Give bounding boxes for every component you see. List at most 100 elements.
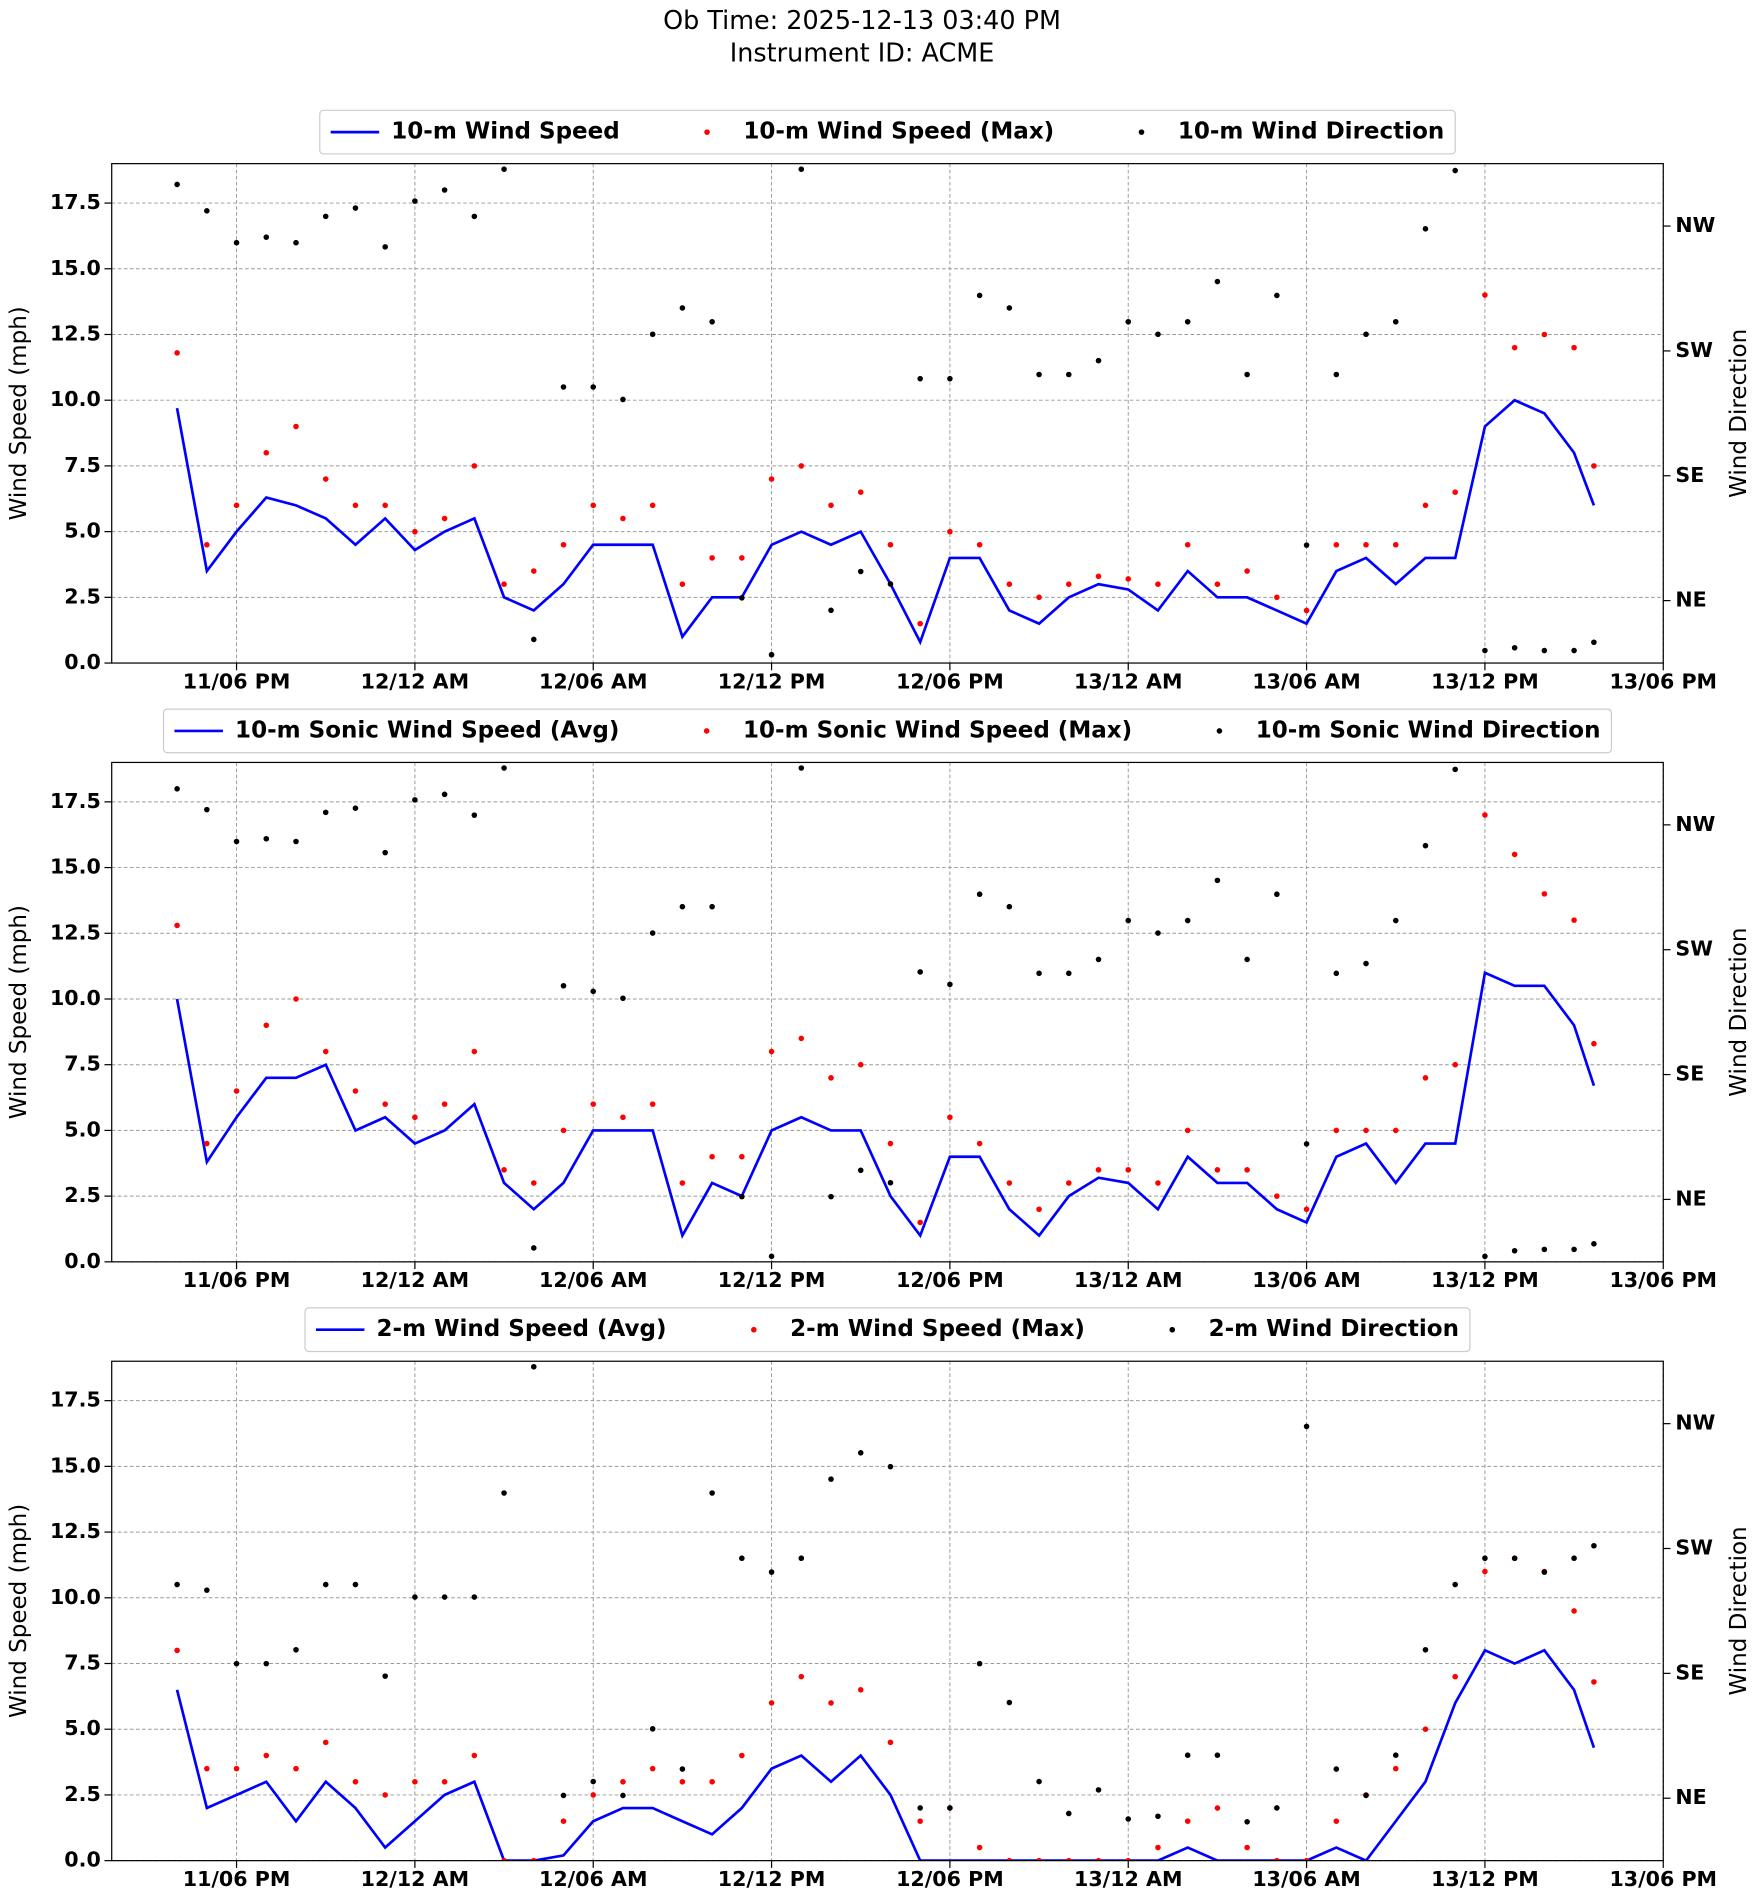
x-tick-label: 11/06 PM — [183, 669, 291, 693]
point — [1422, 226, 1429, 232]
subtitle: Instrument ID: ACME — [730, 39, 995, 69]
point — [1482, 647, 1488, 654]
y2-tick-label: NE — [1675, 1785, 1706, 1809]
point — [204, 1140, 210, 1147]
point — [1095, 956, 1102, 963]
y2-tick-label: SW — [1675, 1536, 1713, 1560]
point — [976, 891, 983, 898]
point — [976, 1140, 983, 1147]
point — [293, 996, 299, 1002]
point — [768, 651, 775, 658]
point — [1006, 1699, 1013, 1706]
point — [1066, 371, 1072, 378]
point — [1036, 1206, 1042, 1213]
legend-item: 10-m Wind Speed — [330, 119, 620, 145]
x-tick-label: 12/12 AM — [361, 669, 469, 693]
point — [1392, 541, 1399, 548]
legend-box — [162, 708, 1613, 754]
point — [1095, 1857, 1102, 1861]
point — [828, 1700, 834, 1706]
point — [293, 1646, 299, 1653]
point — [1482, 1555, 1488, 1562]
point — [322, 476, 329, 482]
point — [739, 1752, 745, 1759]
point — [917, 1818, 923, 1824]
point — [976, 541, 983, 548]
point — [1571, 647, 1577, 654]
point — [204, 208, 210, 214]
point — [1571, 1555, 1577, 1562]
point — [798, 765, 805, 771]
plot-area — [174, 166, 1597, 658]
point — [976, 1660, 983, 1667]
point — [1184, 1752, 1191, 1758]
y-axis-label: Wind Speed (mph) — [6, 306, 32, 520]
point — [1095, 573, 1102, 580]
point — [828, 1193, 834, 1200]
point — [263, 1752, 270, 1759]
point — [1482, 1568, 1488, 1575]
point — [857, 1686, 864, 1693]
point — [1066, 581, 1072, 587]
point — [1125, 1816, 1132, 1822]
point — [1006, 305, 1013, 311]
point — [1036, 1778, 1042, 1785]
point — [412, 797, 418, 803]
point — [649, 930, 656, 936]
legend-box — [319, 109, 1456, 155]
point — [1392, 318, 1399, 325]
legend-item: 10-m Wind Direction — [1138, 119, 1444, 145]
point — [471, 1752, 478, 1759]
y2-axis-label: Wind Direction — [1726, 329, 1752, 498]
point — [857, 1450, 864, 1456]
point — [857, 568, 864, 575]
point — [293, 239, 299, 246]
point — [1155, 1180, 1161, 1186]
legend-label: 10-m Sonic Wind Speed (Avg) — [235, 717, 619, 743]
point — [1333, 1127, 1340, 1134]
point — [471, 213, 478, 220]
point — [560, 1792, 567, 1799]
point — [1155, 1813, 1161, 1820]
y2-tick-label: NW — [1675, 1411, 1715, 1435]
point — [530, 636, 537, 643]
point — [1422, 502, 1429, 509]
point — [857, 1061, 864, 1068]
legend-item: 2-m Wind Speed (Avg) — [315, 1316, 667, 1342]
point — [590, 1101, 597, 1107]
point — [530, 1245, 537, 1251]
point — [441, 1594, 448, 1600]
point — [1333, 1766, 1340, 1772]
point — [1006, 581, 1013, 587]
point — [1214, 877, 1221, 884]
point — [1274, 1193, 1280, 1199]
point — [1591, 1040, 1597, 1047]
point — [1274, 292, 1280, 299]
point — [1511, 344, 1518, 351]
point — [1066, 970, 1072, 977]
point — [293, 838, 299, 845]
point — [1392, 1127, 1399, 1134]
legend-dot — [1169, 1326, 1176, 1333]
point — [590, 1778, 597, 1785]
line — [175, 970, 1596, 1239]
point — [1303, 607, 1310, 614]
point — [1125, 318, 1132, 325]
point — [1303, 1423, 1310, 1430]
point — [709, 1778, 715, 1785]
x-tick-label: 12/06 AM — [539, 669, 647, 693]
x-tick-label: 13/12 PM — [1431, 1268, 1539, 1292]
y-axis-label: Wind Speed (mph) — [6, 905, 32, 1119]
x-tick-label: 13/06 PM — [1609, 1867, 1717, 1891]
point — [917, 969, 923, 975]
point — [1571, 1608, 1577, 1614]
point — [709, 555, 715, 561]
legend-dot — [751, 1326, 757, 1333]
point — [709, 903, 715, 910]
point — [382, 1101, 388, 1107]
point — [798, 1035, 805, 1042]
y2-axis-label: Wind Direction — [1726, 928, 1752, 1097]
point — [1303, 1206, 1310, 1213]
point — [1184, 318, 1191, 325]
